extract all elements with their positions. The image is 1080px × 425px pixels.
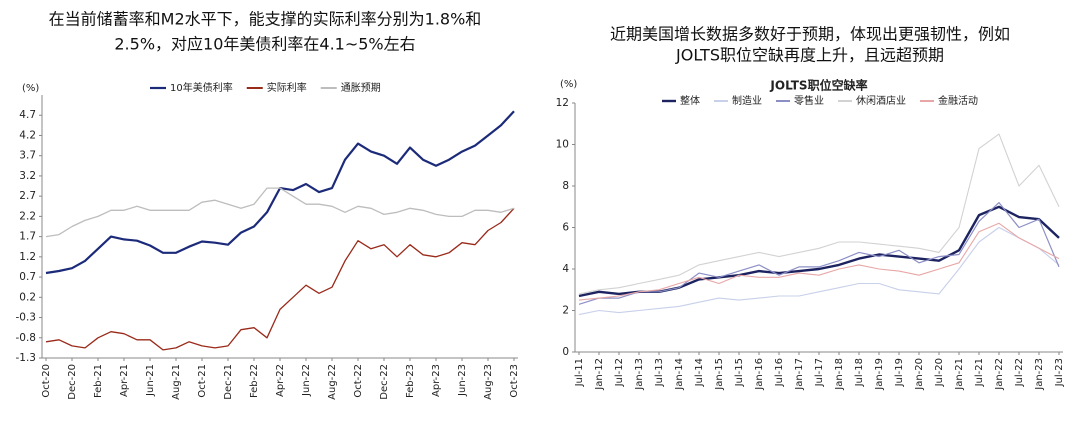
x-tick-label: Oct-23: [509, 364, 520, 398]
y-tick-label: 3.7: [19, 150, 36, 162]
x-tick-label: Jan-17: [794, 358, 805, 391]
x-tick-label: Oct-20: [41, 364, 52, 398]
x-tick-label: Jun-23: [457, 364, 468, 397]
x-tick-label: Jul-15: [734, 358, 745, 387]
x-tick-label: Jul-16: [774, 358, 785, 387]
x-tick-label: Jun-22: [301, 364, 312, 397]
x-tick-label: Aug-22: [327, 364, 338, 400]
x-tick-label: Feb-23: [405, 364, 416, 398]
y-tick-label: 3.2: [19, 170, 36, 182]
x-tick-label: Apr-23: [431, 364, 442, 397]
y-tick-label: -1.3: [16, 352, 37, 364]
y-tick-label: 8: [562, 180, 569, 192]
axis-unit: (%): [22, 83, 39, 94]
y-tick-label: 4: [562, 263, 569, 275]
x-tick-label: Jan-18: [834, 358, 845, 391]
y-tick-label: 2.2: [19, 210, 36, 222]
y-tick-label: 0.2: [19, 291, 36, 303]
axis-unit: (%): [560, 79, 577, 90]
x-tick-label: Jan-13: [634, 358, 645, 391]
legend-label: 休闲酒店业: [856, 94, 906, 107]
x-tick-label: Jul-13: [654, 358, 665, 387]
legend-label: 实际利率: [267, 81, 307, 94]
legend-label: 零售业: [794, 94, 824, 107]
series-line: [45, 207, 515, 351]
x-tick-label: Oct-22: [353, 364, 364, 398]
legend-label: 通胀预期: [341, 82, 381, 94]
legend-label: 金融活动: [938, 94, 978, 107]
x-tick-label: Jan-21: [954, 358, 965, 391]
x-tick-label: Oct-21: [197, 364, 208, 398]
y-tick-label: 1.7: [19, 231, 36, 243]
series-line: [578, 205, 1060, 298]
x-tick-label: Jul-21: [974, 358, 985, 387]
legend-label: 制造业: [732, 94, 762, 107]
x-tick-label: Aug-21: [171, 364, 182, 400]
x-tick-label: Jul-18: [854, 358, 865, 387]
x-tick-label: Jan-20: [914, 358, 925, 391]
series-line: [45, 110, 515, 275]
x-tick-label: Jul-14: [694, 358, 705, 387]
series-line: [578, 226, 1060, 316]
x-tick-label: Jan-19: [874, 358, 885, 391]
chart-title: JOLTS职位空缺再度上升，且远超预期: [675, 46, 944, 65]
y-tick-label: 0.7: [19, 271, 36, 283]
x-tick-label: Jul-11: [574, 358, 585, 387]
x-tick-label: Jan-16: [754, 358, 765, 391]
x-tick-label: Dec-22: [379, 364, 390, 400]
series-line: [578, 202, 1060, 305]
x-tick-label: Dec-20: [67, 364, 78, 400]
y-tick-label: 0: [562, 346, 569, 358]
x-tick-label: Dec-21: [223, 364, 234, 400]
x-tick-label: Feb-22: [249, 364, 260, 398]
x-tick-label: Apr-21: [119, 364, 130, 397]
x-tick-label: Feb-21: [93, 364, 104, 398]
x-tick-label: Jan-14: [674, 358, 685, 391]
y-tick-label: 6: [562, 222, 569, 234]
x-tick-label: Jul-17: [814, 358, 825, 387]
x-tick-label: Jul-12: [614, 358, 625, 387]
x-tick-label: Jan-12: [594, 358, 605, 391]
x-tick-label: Jan-15: [714, 358, 725, 391]
x-tick-label: Apr-22: [275, 364, 286, 397]
series-line: [578, 222, 1060, 301]
x-tick-label: Jun-21: [145, 364, 156, 397]
y-tick-label: 2: [562, 305, 569, 317]
series-line: [578, 133, 1060, 295]
x-tick-label: Jan-22: [994, 358, 1005, 391]
y-tick-label: 10: [556, 139, 569, 151]
y-tick-label: -0.3: [16, 312, 37, 324]
chart: 在当前储蓄率和M2水平下，能支撑的实际利率分别为1.8%和 2.5%，对应10年美…: [16, 10, 521, 400]
y-tick-label: 1.2: [19, 251, 36, 263]
chart-title: 在当前储蓄率和M2水平下，能支撑的实际利率分别为1.8%和: [49, 10, 482, 29]
x-tick-label: Jul-22: [1014, 358, 1025, 387]
series-line: [45, 187, 515, 238]
chart-subtitle: JOLTS职位空缺率: [769, 78, 867, 93]
legend-label: 10年美债利率: [170, 81, 233, 94]
x-tick-label: Jul-23: [1054, 358, 1065, 387]
y-tick-label: 12: [556, 97, 569, 109]
chart-title: 近期美国增长数据多数好于预期，体现出更强韧性，例如: [610, 25, 1010, 44]
legend-label: 整体: [680, 94, 700, 107]
y-tick-label: 2.7: [19, 190, 36, 202]
x-tick-label: Aug-23: [483, 364, 494, 400]
x-tick-label: Jul-20: [934, 358, 945, 387]
y-tick-label: 4.2: [19, 129, 36, 141]
y-tick-label: 4.7: [19, 109, 36, 121]
y-tick-label: -0.8: [16, 332, 37, 344]
x-tick-label: Jan-23: [1034, 358, 1045, 391]
chart-title: 2.5%，对应10年美债利率在4.1~5%左右: [114, 35, 415, 54]
chart: 近期美国增长数据多数好于预期，体现出更强韧性，例如 JOLTS职位空缺再度上升，且…: [556, 25, 1065, 391]
x-tick-label: Jul-19: [894, 358, 905, 387]
